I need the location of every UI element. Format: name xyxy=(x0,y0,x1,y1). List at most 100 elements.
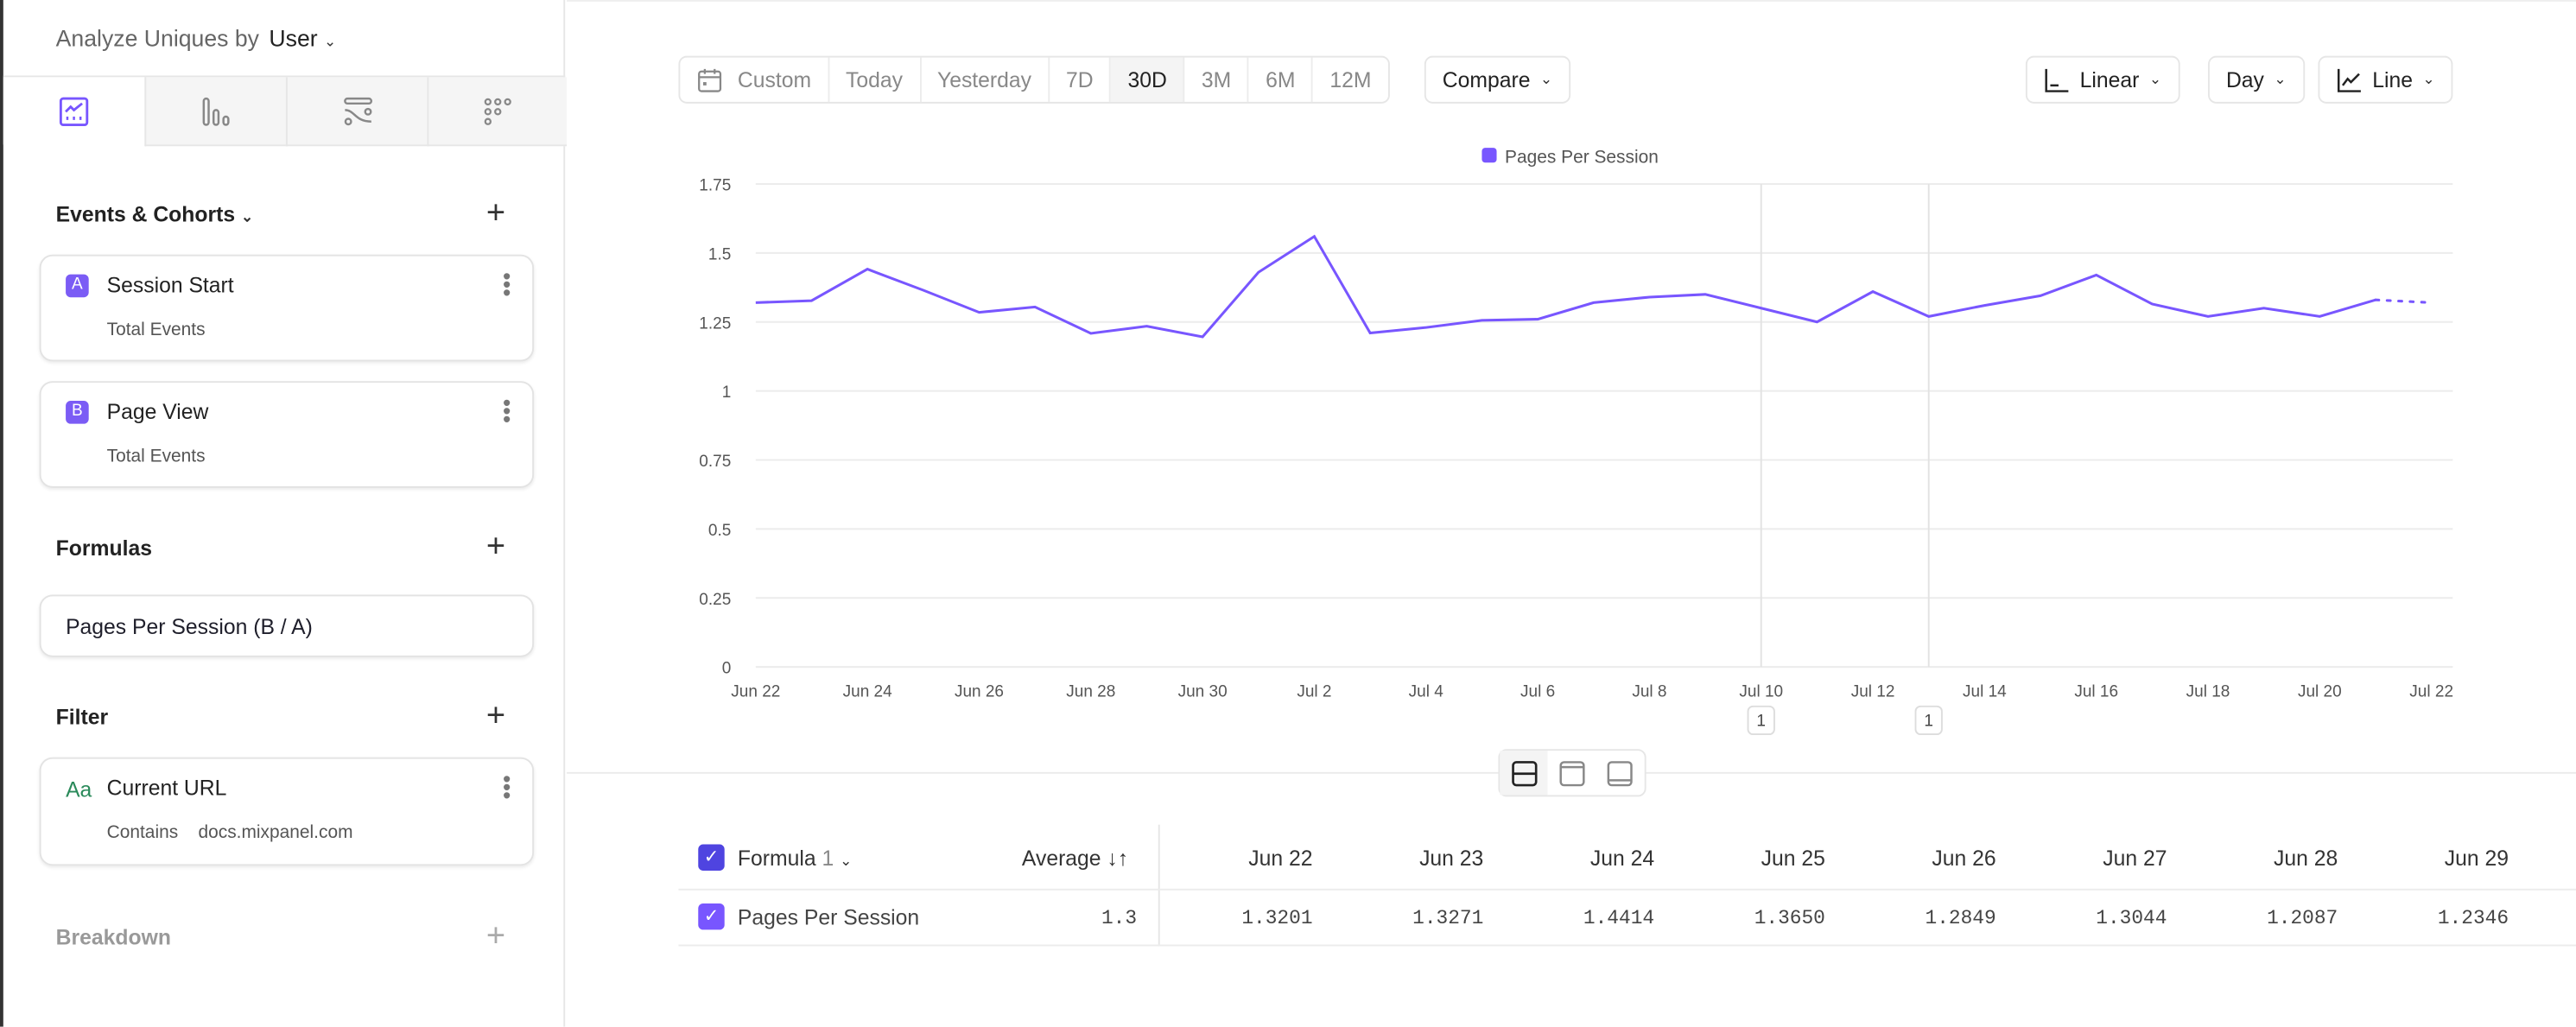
filter-card[interactable]: Aa Current URL Contains docs.mixpanel.co… xyxy=(39,757,535,866)
table-cell: 1.3201 xyxy=(1241,906,1313,930)
row-checkbox[interactable]: ✓ xyxy=(698,903,725,930)
table-cell: 1.2087 xyxy=(2267,906,2338,930)
select-all-checkbox[interactable]: ✓ xyxy=(698,844,725,871)
tab-funnels[interactable] xyxy=(144,77,288,147)
y-tick-label: 1 xyxy=(722,384,732,402)
group-label: Formula xyxy=(737,846,816,871)
range-12m[interactable]: 12M xyxy=(1329,67,1372,92)
event-card-b[interactable]: B Page View Total Events • • • xyxy=(39,381,535,488)
layout-split-button[interactable] xyxy=(1500,751,1549,796)
more-options-icon[interactable]: • • • xyxy=(502,263,511,306)
filter-operator[interactable]: Contains xyxy=(106,822,179,843)
y-tick-label: 1.5 xyxy=(708,245,731,263)
x-tick-label: Jul 4 xyxy=(1409,682,1444,701)
analyze-value[interactable]: User xyxy=(269,24,318,51)
date-column-header[interactable]: Jun 25 xyxy=(1761,846,1825,871)
interval-dropdown[interactable]: Day ⌄ xyxy=(2208,55,2305,104)
event-measure[interactable]: Total Events xyxy=(106,320,206,340)
layout-chart-button[interactable] xyxy=(1548,751,1596,795)
x-tick-label: Jul 20 xyxy=(2298,682,2342,701)
scale-dropdown[interactable]: Linear ⌄ xyxy=(2025,55,2180,104)
formula-text[interactable]: Pages Per Session (B / A) xyxy=(66,614,313,639)
date-column-header[interactable]: Jun 24 xyxy=(1589,846,1655,871)
split-view-icon xyxy=(1511,760,1537,786)
analyze-uniques-selector[interactable]: Analyze Uniques by User ⌄ xyxy=(56,25,337,51)
compare-button[interactable]: Compare ⌄ xyxy=(1424,55,1571,104)
event-letter-badge: A xyxy=(66,274,89,298)
annotation-marker[interactable] xyxy=(1747,705,1775,736)
funnels-icon xyxy=(202,96,230,125)
range-6m[interactable]: 6M xyxy=(1249,57,1314,102)
row-divider xyxy=(678,944,2576,947)
average-header[interactable]: Average ↓↑ xyxy=(1022,846,1128,871)
chart-type-label: Line xyxy=(2372,67,2413,92)
series-incomplete-segment xyxy=(2374,298,2433,304)
report-main: Custom Today Yesterday 7D 30D 3M 6M 12M … xyxy=(567,0,2576,1027)
formulas-title: Formulas xyxy=(55,535,152,561)
column-divider xyxy=(1158,824,1160,947)
tab-flows[interactable] xyxy=(285,77,429,147)
date-column-header[interactable]: Jun 29 xyxy=(2444,846,2509,871)
table-cell: 1.3271 xyxy=(1412,906,1484,930)
more-options-icon[interactable]: • • • xyxy=(502,765,511,808)
table-cell: 1.4414 xyxy=(1583,906,1655,930)
add-formula-button[interactable]: + xyxy=(485,529,506,566)
annotation-marker[interactable] xyxy=(1914,705,1943,736)
filter-title: Filter xyxy=(55,704,109,730)
table-cell: 1.2346 xyxy=(2437,906,2509,930)
events-title: Events & Cohorts xyxy=(55,201,236,227)
chevron-down-icon: ⌄ xyxy=(2148,70,2162,87)
tab-retention[interactable] xyxy=(427,77,568,147)
annotation-count: 1 xyxy=(1924,713,1933,731)
event-measure[interactable]: Total Events xyxy=(106,447,206,467)
series-line xyxy=(755,234,2376,339)
date-column-header[interactable]: Jun 27 xyxy=(2103,846,2167,871)
events-cohorts-header[interactable]: Events & Cohorts ⌄ xyxy=(56,202,254,227)
chart-type-dropdown[interactable]: Line ⌄ xyxy=(2318,55,2453,104)
compare-label: Compare xyxy=(1442,67,1531,92)
more-options-icon[interactable]: • • • xyxy=(502,389,511,433)
scale-label: Linear xyxy=(2079,67,2140,92)
layout-table-button[interactable] xyxy=(1596,751,1645,795)
table-cell: 1.3650 xyxy=(1754,906,1825,930)
x-tick-label: Jul 8 xyxy=(1632,682,1666,701)
x-tick-label: Jul 2 xyxy=(1297,682,1331,701)
add-filter-button[interactable]: + xyxy=(485,698,506,735)
range-7d[interactable]: 7D xyxy=(1050,57,1112,102)
y-tick-label: 0.25 xyxy=(699,591,731,609)
chevron-down-icon: ⌄ xyxy=(324,33,337,50)
chevron-down-icon: ⌄ xyxy=(2274,70,2287,87)
date-column-header[interactable]: Jun 23 xyxy=(1419,846,1484,871)
date-column-header[interactable]: Jun 28 xyxy=(2274,846,2338,871)
y-tick-label: 1.75 xyxy=(699,177,731,195)
annotation-count: 1 xyxy=(1756,713,1766,731)
y-tick-label: 1.25 xyxy=(699,314,731,333)
add-breakdown-button[interactable]: + xyxy=(485,918,506,954)
formula-card[interactable]: Pages Per Session (B / A) xyxy=(39,594,535,657)
retention-icon xyxy=(484,97,511,124)
string-type-icon: Aa xyxy=(66,777,92,802)
filter-value[interactable]: docs.mixpanel.com xyxy=(198,822,353,843)
range-yesterday[interactable]: Yesterday xyxy=(921,57,1050,102)
x-tick-label: Jul 12 xyxy=(1851,682,1895,701)
legend-label[interactable]: Pages Per Session xyxy=(1505,147,1659,167)
axis-icon xyxy=(2045,67,2069,92)
table-only-icon xyxy=(1608,760,1634,786)
range-today[interactable]: Today xyxy=(829,57,921,102)
chevron-down-icon: ⌄ xyxy=(1539,70,1553,87)
range-custom[interactable]: Custom xyxy=(680,57,830,102)
x-tick-label: Jul 22 xyxy=(2409,682,2453,701)
date-column-header[interactable]: Jun 22 xyxy=(1248,846,1313,871)
breakdown-title: Breakdown xyxy=(55,924,171,950)
group-count: 1 xyxy=(822,846,834,871)
date-column-header[interactable]: Jun 26 xyxy=(1932,846,1996,871)
sort-icon[interactable]: ↓↑ xyxy=(1107,846,1129,871)
range-3m[interactable]: 3M xyxy=(1185,57,1250,102)
event-name: Session Start xyxy=(106,272,234,298)
range-30d[interactable]: 30D xyxy=(1111,57,1185,102)
group-header[interactable]: Formula 1 ⌄ xyxy=(738,846,853,871)
event-card-a[interactable]: A Session Start Total Events • • • xyxy=(39,254,535,362)
filter-property: Current URL xyxy=(106,775,227,801)
tab-insights[interactable] xyxy=(3,77,145,145)
add-event-button[interactable]: + xyxy=(485,195,506,232)
